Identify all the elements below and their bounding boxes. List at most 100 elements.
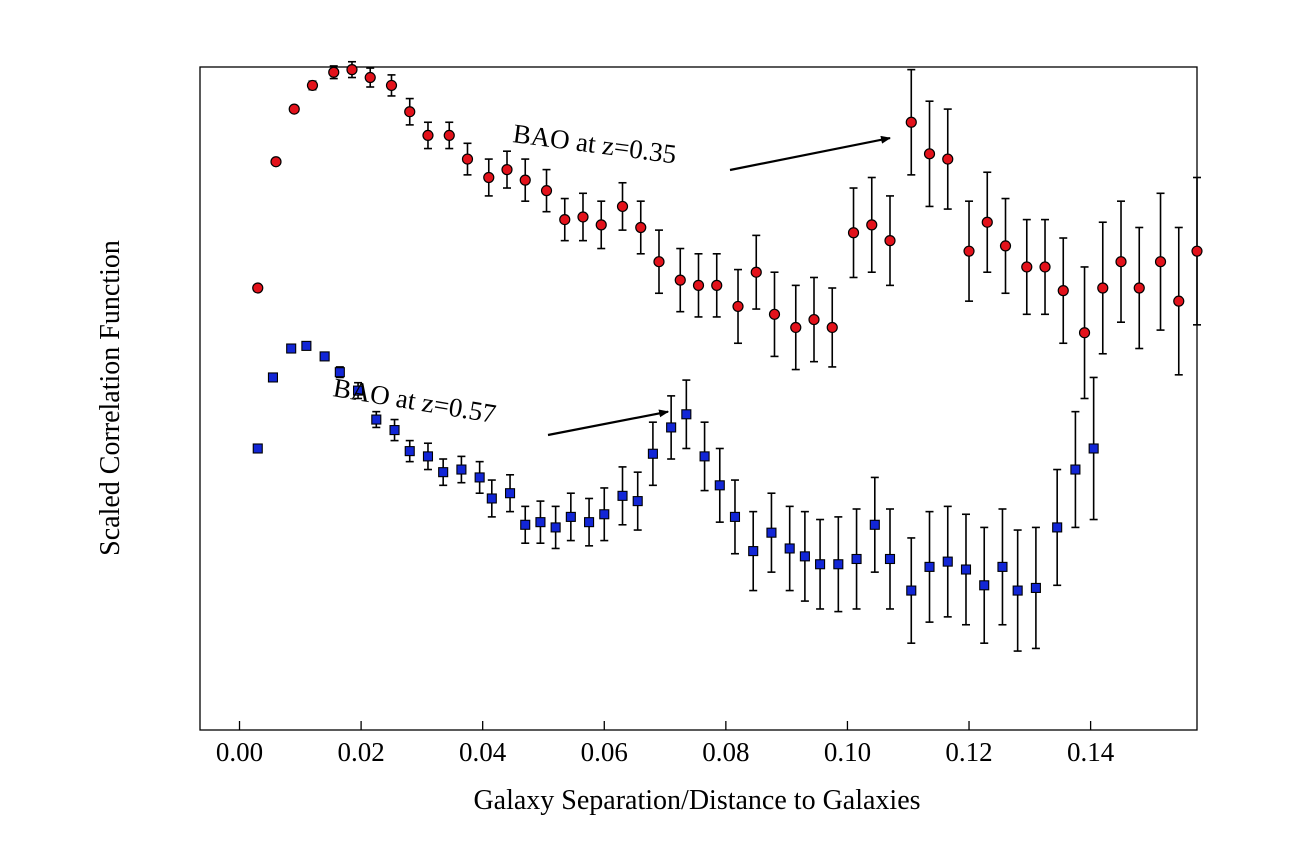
data-point-circle	[1098, 283, 1108, 293]
data-point-square	[998, 562, 1007, 571]
data-point-square	[682, 410, 691, 419]
data-point-circle	[1022, 262, 1032, 272]
data-point-square	[925, 562, 934, 571]
data-point-circle	[271, 157, 281, 167]
data-point-circle	[964, 246, 974, 256]
series-1	[253, 62, 1202, 399]
data-point-square	[457, 465, 466, 474]
data-point-square	[487, 494, 496, 503]
data-point-square	[749, 547, 758, 556]
data-point-square	[943, 557, 952, 566]
data-point-square	[648, 449, 657, 458]
data-point-circle	[365, 73, 375, 83]
data-point-circle	[769, 309, 779, 319]
data-point-square	[268, 373, 277, 382]
annotation-layer: BAO at z=0.35 BAO at z=0.57	[331, 118, 890, 435]
bao-annotation-arrow	[730, 138, 890, 170]
data-point-square	[767, 528, 776, 537]
data-point-circle	[618, 201, 628, 211]
x-tick-label: 0.06	[581, 737, 628, 767]
data-point-square	[715, 481, 724, 490]
data-point-square	[475, 473, 484, 482]
data-point-circle	[885, 236, 895, 246]
data-point-square	[907, 586, 916, 595]
data-point-square	[852, 554, 861, 563]
series-layer	[253, 62, 1202, 651]
data-point-square	[536, 518, 545, 527]
data-point-square	[618, 491, 627, 500]
data-point-circle	[462, 154, 472, 164]
data-point-square	[700, 452, 709, 461]
data-point-square	[253, 444, 262, 453]
data-point-circle	[329, 67, 339, 77]
data-point-circle	[1001, 241, 1011, 251]
bao-annotation-label: BAO at z=0.35	[511, 118, 678, 169]
data-point-circle	[675, 275, 685, 285]
data-point-square	[551, 523, 560, 532]
data-point-square	[405, 447, 414, 456]
data-point-circle	[560, 215, 570, 225]
data-point-circle	[405, 107, 415, 117]
data-point-circle	[654, 257, 664, 267]
data-point-square	[816, 560, 825, 569]
data-point-square	[1053, 523, 1062, 532]
data-point-circle	[502, 165, 512, 175]
data-point-circle	[827, 322, 837, 332]
data-point-circle	[982, 217, 992, 227]
data-point-square	[600, 510, 609, 519]
data-point-circle	[253, 283, 263, 293]
data-point-circle	[1174, 296, 1184, 306]
data-point-circle	[694, 280, 704, 290]
data-point-square	[1071, 465, 1080, 474]
data-point-square	[1089, 444, 1098, 453]
data-point-circle	[1116, 257, 1126, 267]
data-point-circle	[307, 80, 317, 90]
data-point-circle	[943, 154, 953, 164]
data-point-square	[390, 426, 399, 435]
data-point-square	[287, 344, 296, 353]
data-point-circle	[1058, 286, 1068, 296]
data-point-square	[320, 352, 329, 361]
x-tick-label: 0.04	[459, 737, 507, 767]
data-point-square	[667, 423, 676, 432]
data-point-square	[870, 520, 879, 529]
data-point-circle	[484, 173, 494, 183]
x-axis: 0.00 0.02 0.04 0.06 0.08 0.10 0.12 0.14	[216, 721, 1115, 767]
data-point-circle	[347, 65, 357, 75]
bao-annotation-label: BAO at z=0.57	[331, 372, 498, 429]
data-point-square	[521, 520, 530, 529]
x-tick-label: 0.02	[337, 737, 384, 767]
data-point-square	[506, 489, 515, 498]
data-point-square	[785, 544, 794, 553]
x-axis-title: Galaxy Separation/Distance to Galaxies	[473, 785, 920, 816]
x-tick-label: 0.10	[824, 737, 871, 767]
data-point-circle	[1192, 246, 1202, 256]
data-point-circle	[733, 301, 743, 311]
x-tick-label: 0.08	[702, 737, 749, 767]
data-point-circle	[289, 104, 299, 114]
data-point-circle	[1040, 262, 1050, 272]
data-point-square	[1013, 586, 1022, 595]
data-point-circle	[712, 280, 722, 290]
data-point-circle	[867, 220, 877, 230]
data-point-circle	[520, 175, 530, 185]
data-point-square	[585, 518, 594, 527]
data-point-circle	[906, 117, 916, 127]
data-point-square	[372, 415, 381, 424]
data-point-circle	[791, 322, 801, 332]
data-point-square	[1031, 583, 1040, 592]
data-point-circle	[1080, 328, 1090, 338]
x-tick-label: 0.00	[216, 737, 263, 767]
data-point-square	[961, 565, 970, 574]
data-point-circle	[596, 220, 606, 230]
data-point-circle	[925, 149, 935, 159]
x-tick-label: 0.14	[1067, 737, 1115, 767]
data-point-circle	[1156, 257, 1166, 267]
data-point-square	[633, 497, 642, 506]
data-point-circle	[444, 130, 454, 140]
data-point-circle	[1134, 283, 1144, 293]
data-point-circle	[809, 315, 819, 325]
data-point-square	[885, 554, 894, 563]
data-point-square	[423, 452, 432, 461]
